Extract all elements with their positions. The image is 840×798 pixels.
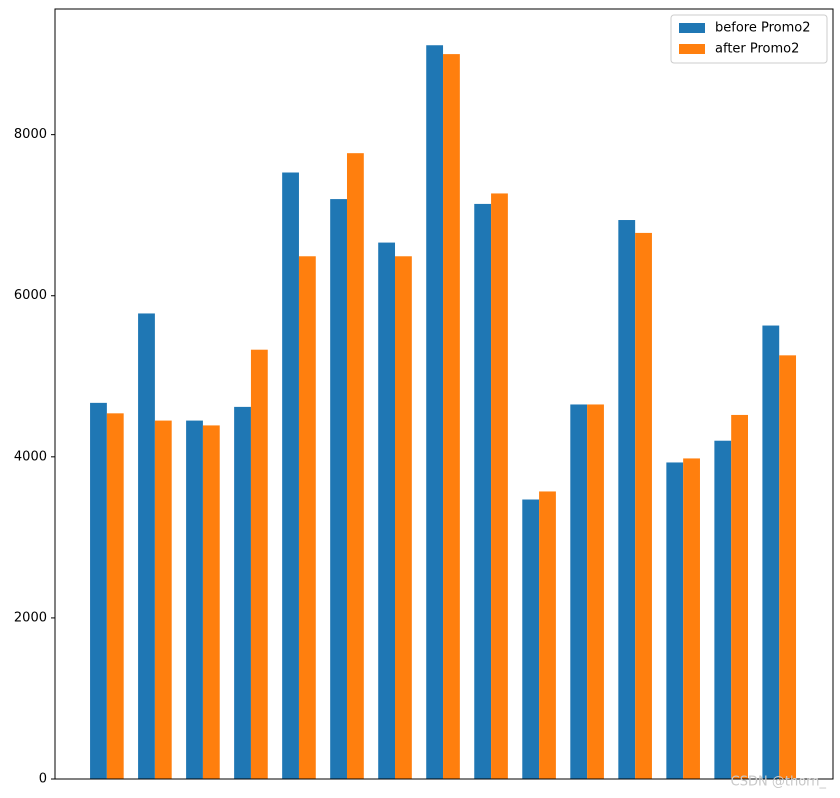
bar (731, 414, 748, 779)
legend-swatch (679, 23, 705, 33)
bar (250, 349, 268, 779)
bar (618, 220, 636, 780)
bar (474, 203, 492, 779)
bar (186, 420, 203, 779)
bar (587, 404, 604, 779)
bar (714, 440, 732, 779)
bar (522, 499, 540, 779)
bar (330, 199, 347, 779)
legend-label: after Promo2 (715, 42, 799, 57)
watermark: CSDN @thorn_ (731, 775, 827, 790)
legend-label: before Promo2 (715, 21, 810, 36)
plot-frame (54, 8, 834, 780)
bar (106, 413, 124, 779)
bar (90, 402, 107, 779)
bar (378, 242, 396, 780)
bar (234, 406, 251, 779)
bar (282, 172, 299, 780)
legend-box (670, 14, 828, 64)
bar (635, 232, 652, 780)
bar (779, 355, 797, 779)
bar (666, 462, 684, 779)
bar (138, 313, 155, 779)
bar (683, 458, 700, 779)
y-tick-label: 2000 (14, 610, 47, 625)
bar (570, 404, 588, 779)
bar (539, 491, 556, 779)
bar (346, 153, 364, 779)
bar (202, 425, 220, 779)
legend-swatch (679, 44, 705, 54)
y-tick-label: 6000 (14, 288, 47, 303)
bar (491, 193, 508, 779)
bar (426, 45, 444, 780)
bar (154, 420, 172, 779)
y-tick-label: 0 (39, 772, 47, 787)
bar (298, 256, 316, 779)
y-tick-label: 4000 (14, 449, 47, 464)
bar (443, 54, 460, 779)
y-tick-label: 8000 (14, 127, 47, 142)
bar (395, 256, 412, 779)
bar (762, 325, 780, 779)
